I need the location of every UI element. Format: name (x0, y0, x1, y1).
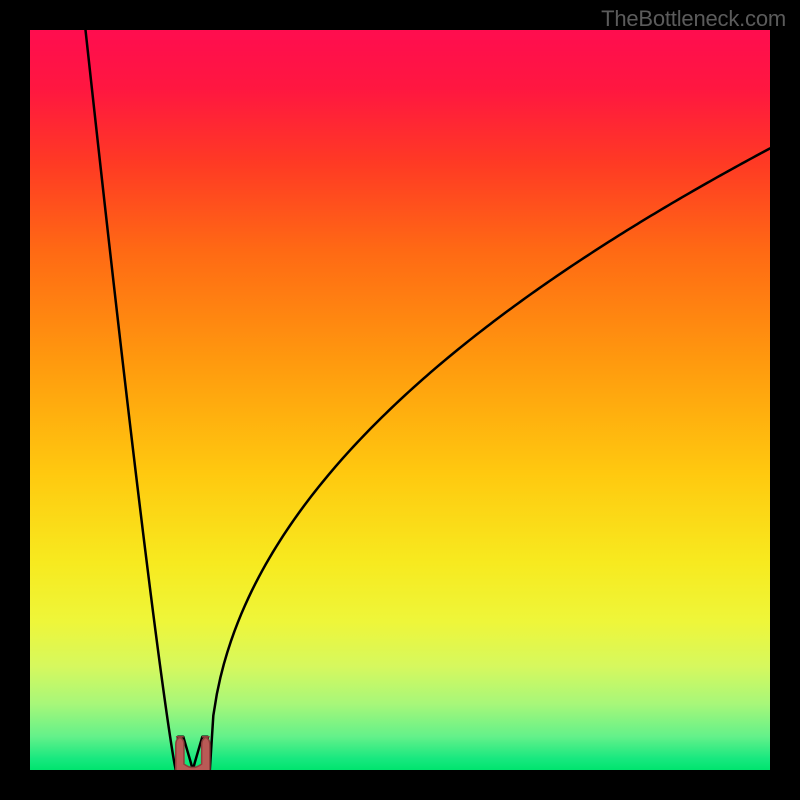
watermark-text: TheBottleneck.com (601, 6, 786, 32)
bottleneck-chart (0, 0, 800, 800)
